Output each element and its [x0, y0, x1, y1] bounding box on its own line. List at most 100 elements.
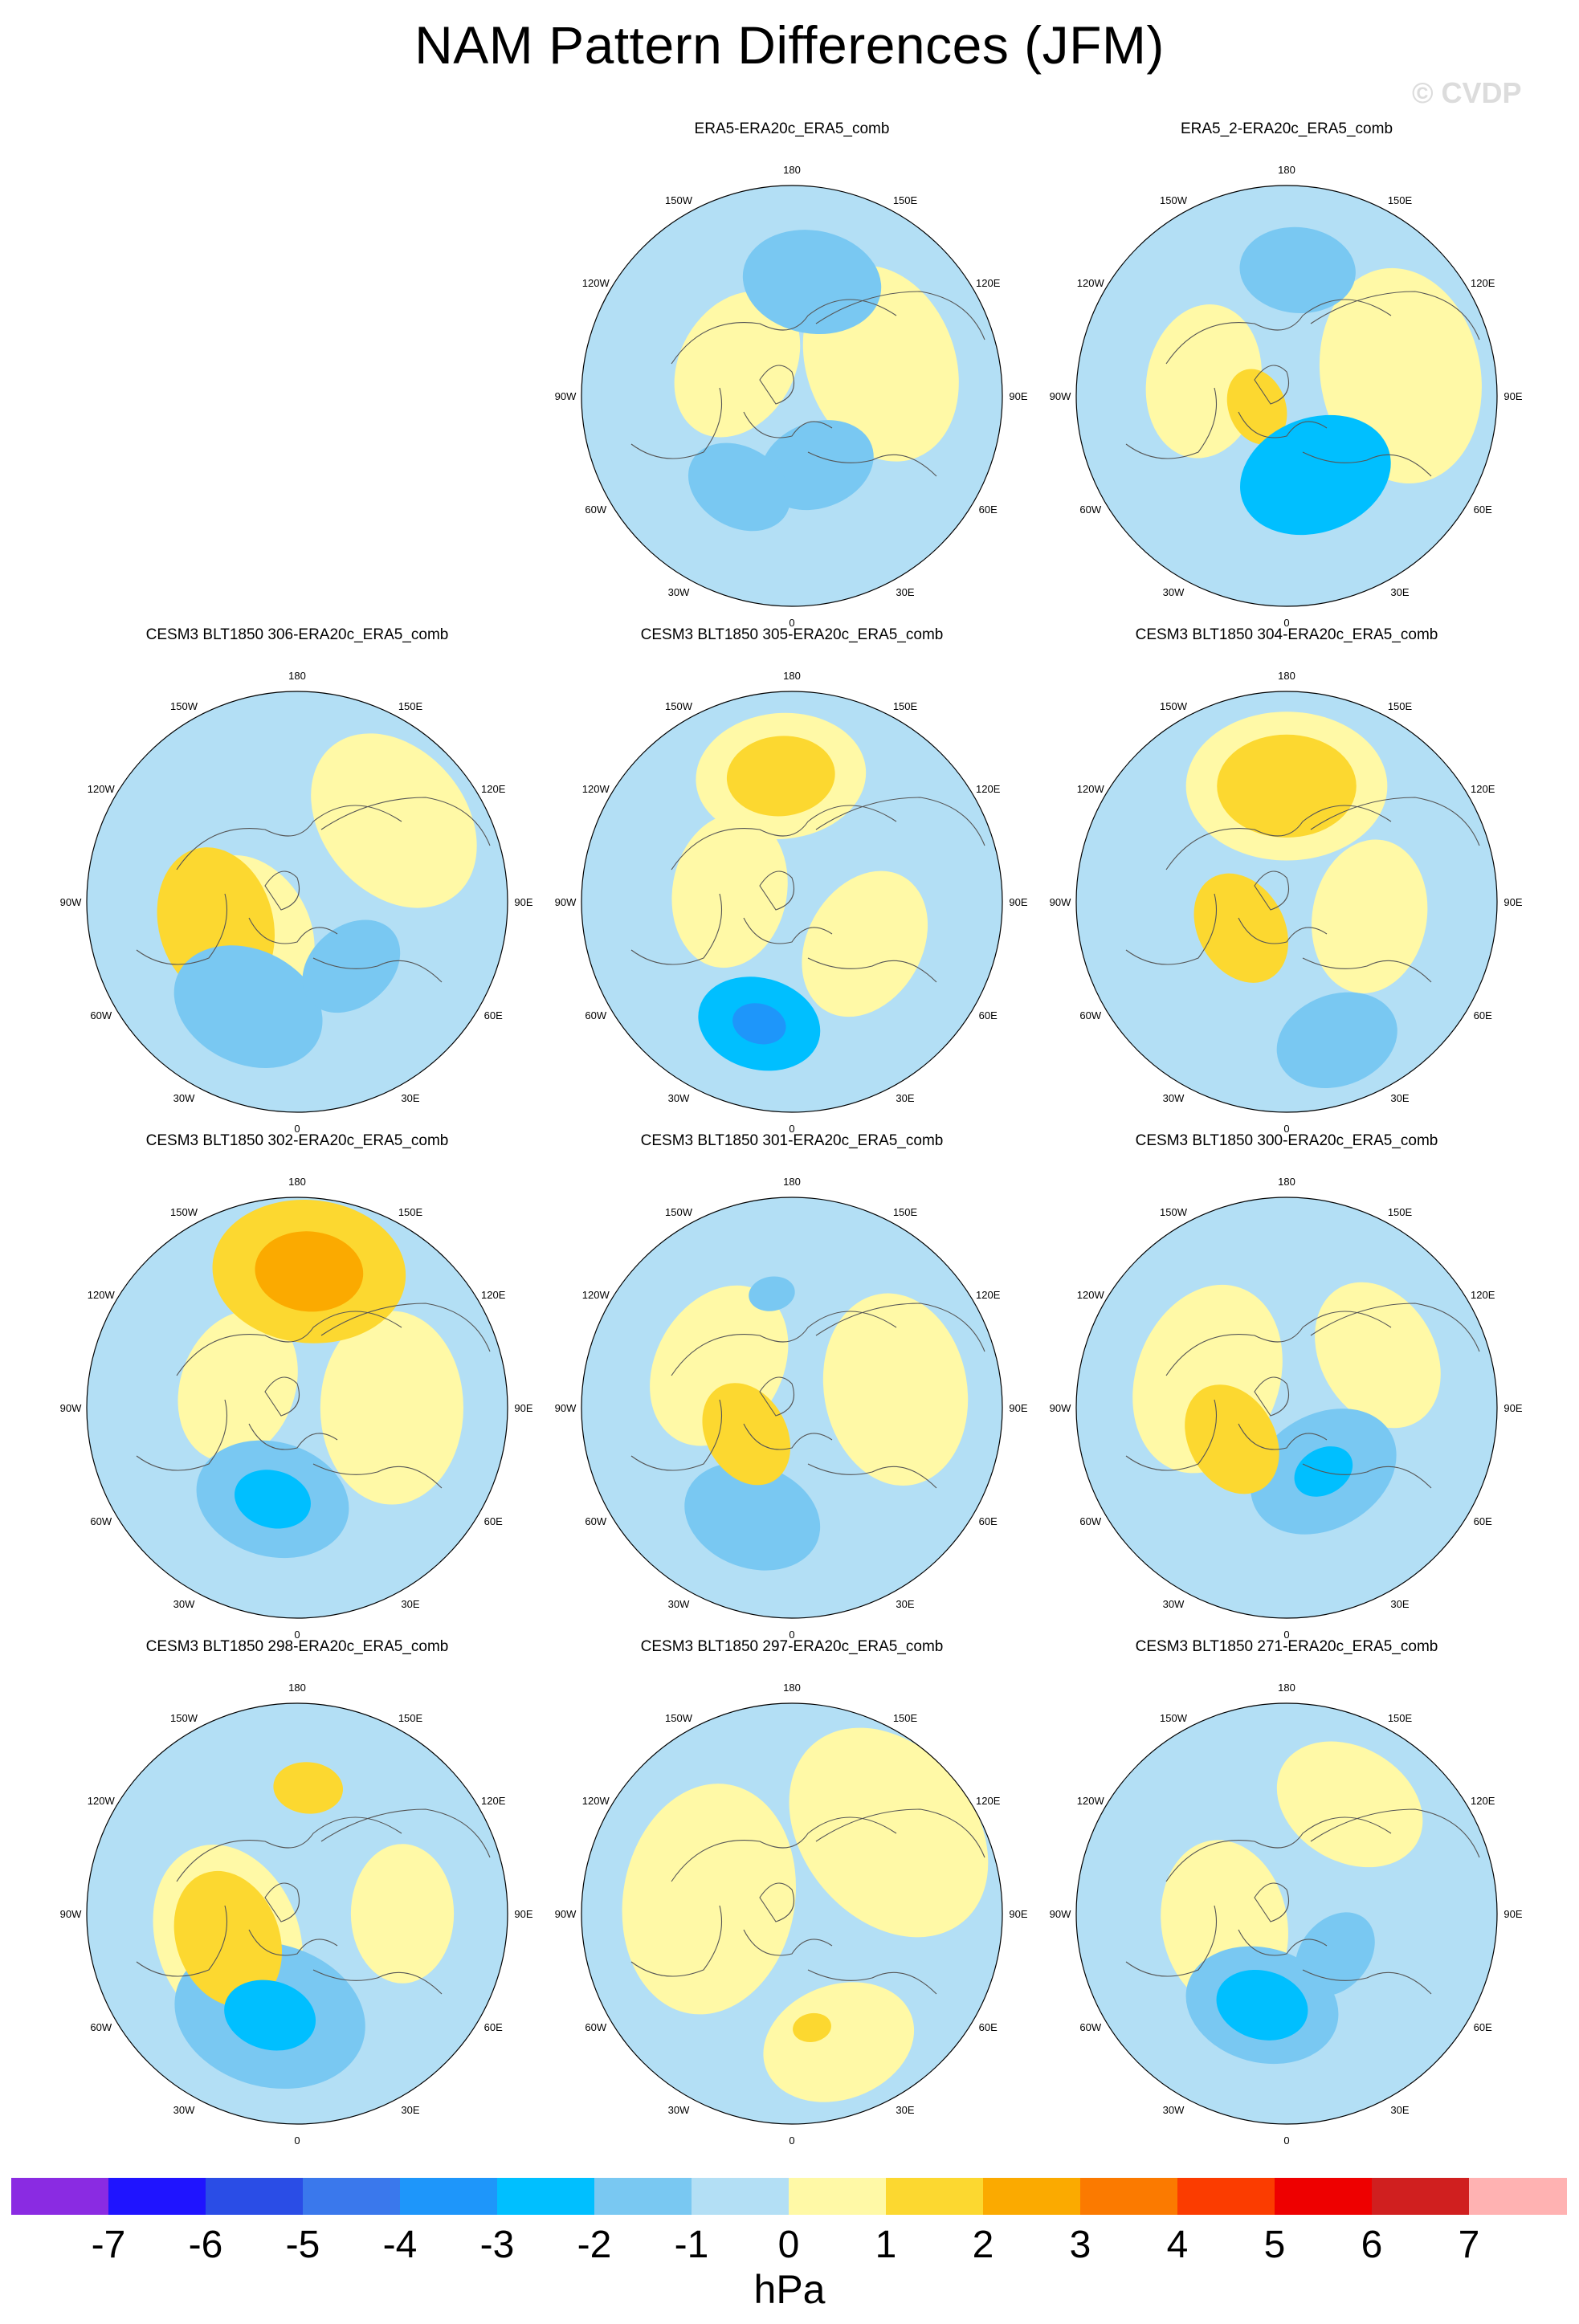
polar-map: 180 150E 120E 90E 60E 30E 0 30W 60W 90W 120W 150W [555, 1682, 1028, 2147]
longitude-label: 150W [1160, 1206, 1188, 1218]
coastline [1238, 917, 1328, 944]
longitude-label: 120E [481, 783, 506, 795]
longitude-label: 180 [1278, 164, 1295, 176]
coastline [1310, 291, 1480, 340]
longitude-label: 30W [173, 1092, 195, 1104]
panel-title: CESM3 BLT1850 298-ERA20c_ERA5_comb [145, 1638, 449, 1655]
coastline [176, 1311, 402, 1376]
longitude-label: 90E [1009, 896, 1027, 908]
map-panel: CESM3 BLT1850 306-ERA20c_ERA5_comb 180 150… [48, 626, 546, 1135]
colorbar-swatch [1469, 2178, 1567, 2215]
longitude-label: 30E [401, 1092, 419, 1104]
coastlines [1125, 291, 1480, 477]
longitude-label: 150E [1388, 1712, 1413, 1724]
coastlines [136, 797, 491, 983]
longitude-label: 150W [1160, 700, 1188, 712]
longitude-label: 60W [90, 2021, 112, 2033]
coastline [815, 797, 985, 846]
longitude-label: 0 [294, 2134, 300, 2147]
anomaly-region [235, 1470, 311, 1529]
longitude-label: 60E [979, 1009, 998, 1021]
longitude-label: 120E [976, 783, 1001, 795]
longitude-label: 120E [1471, 783, 1495, 795]
anomaly-region [320, 1311, 463, 1505]
colorbar-swatch [206, 2178, 304, 2215]
longitude-label: 150E [398, 1206, 423, 1218]
polar-map: 180 150E 120E 90E 60E 30E 0 30W 60W 90W 120W 150W [60, 1682, 533, 2147]
anomaly-region [684, 1462, 821, 1571]
longitude-label: 150W [1160, 1712, 1188, 1724]
map-outline [581, 1197, 1003, 1619]
longitude-label: 120W [1077, 1795, 1105, 1807]
longitude-label: 30E [1390, 2104, 1409, 2116]
coastline [248, 1929, 338, 1956]
colorbar-tick: 3 [1069, 2224, 1091, 2266]
anomaly-region [273, 1762, 344, 1814]
map-panel: CESM3 BLT1850 302-ERA20c_ERA5_comb 180 150… [48, 1132, 546, 1641]
longitude-label: 150W [665, 700, 693, 712]
anomaly-region [822, 1293, 969, 1486]
longitude-label: 150E [893, 700, 918, 712]
panel-title: CESM3 BLT1850 305-ERA20c_ERA5_comb [640, 626, 944, 643]
longitude-label: 150W [170, 700, 198, 712]
map-panel: CESM3 BLT1850 298-ERA20c_ERA5_comb 180 150… [48, 1638, 546, 2147]
longitude-label: 90W [1050, 1402, 1071, 1414]
anomaly-region [1185, 1384, 1279, 1494]
polar-map: 180 150E 120E 90E 60E 30E 0 30W 60W 90W 120W 150W [1050, 1682, 1523, 2147]
longitude-label: 120W [88, 783, 116, 795]
longitude-label: 0 [789, 617, 794, 629]
coastline [815, 291, 985, 340]
polar-map: 180 150E 120E 90E 60E 30E 0 30W 60W 90W 120W 150W [555, 164, 1028, 629]
anomaly-region [763, 1982, 915, 2102]
longitude-label: 30W [668, 586, 690, 598]
polar-map: 180 150E 120E 90E 60E 30E 0 30W 60W 90W 120W 150W [60, 1176, 533, 1641]
anomaly-region [789, 1727, 989, 1938]
longitude-label: 150E [1388, 700, 1413, 712]
map-outline [1075, 1197, 1498, 1619]
coastlines [630, 291, 985, 477]
longitude-label: 120W [582, 783, 610, 795]
longitude-label: 60E [1474, 504, 1492, 516]
coastline [264, 870, 300, 911]
longitude-label: 30W [668, 2104, 690, 2116]
longitude-label: 90E [514, 1402, 532, 1414]
coastline [264, 1376, 300, 1417]
colorbar-tick: -7 [91, 2224, 126, 2266]
longitude-label: 150E [398, 700, 423, 712]
coastline [1238, 1929, 1328, 1956]
longitude-label: 30E [1390, 586, 1409, 598]
coastline [759, 1376, 795, 1417]
longitude-label: 0 [294, 1123, 300, 1135]
longitude-label: 0 [1283, 617, 1289, 629]
polar-map: 180 150E 120E 90E 60E 30E 0 30W 60W 90W 120W 150W [60, 670, 533, 1135]
colorbar-swatch [594, 2178, 692, 2215]
colorbar-swatch [886, 2178, 984, 2215]
longitude-label: 60W [585, 1515, 606, 1527]
longitude-label: 60E [1474, 1515, 1492, 1527]
longitude-label: 30E [896, 586, 914, 598]
longitude-label: 90E [1504, 896, 1522, 908]
coastline [671, 299, 897, 365]
longitude-label: 60W [585, 504, 606, 516]
coastline [1302, 1969, 1432, 1995]
longitude-label: 0 [789, 1629, 794, 1641]
anomaly-region [1240, 414, 1391, 536]
longitude-label: 0 [294, 1629, 300, 1641]
colorbar-tick: 0 [777, 2224, 800, 2266]
coastline [1254, 870, 1290, 911]
longitude-label: 90W [1050, 896, 1071, 908]
coastline [312, 1463, 443, 1489]
anomaly-region [760, 420, 874, 511]
coastline [1238, 411, 1328, 438]
panel-title: CESM3 BLT1850 302-ERA20c_ERA5_comb [145, 1132, 449, 1149]
longitude-label: 60W [1079, 2021, 1101, 2033]
colorbar-tick: -1 [674, 2224, 709, 2266]
coastline [176, 805, 402, 870]
map-outline [581, 1702, 1003, 2125]
longitude-label: 120W [1077, 783, 1105, 795]
panel-title: CESM3 BLT1850 304-ERA20c_ERA5_comb [1135, 626, 1438, 643]
anomaly-region [674, 291, 801, 438]
longitude-label: 180 [288, 1176, 306, 1188]
map-panel: CESM3 BLT1850 304-ERA20c_ERA5_comb 180 150… [1038, 626, 1536, 1135]
longitude-label: 120W [582, 1795, 610, 1807]
